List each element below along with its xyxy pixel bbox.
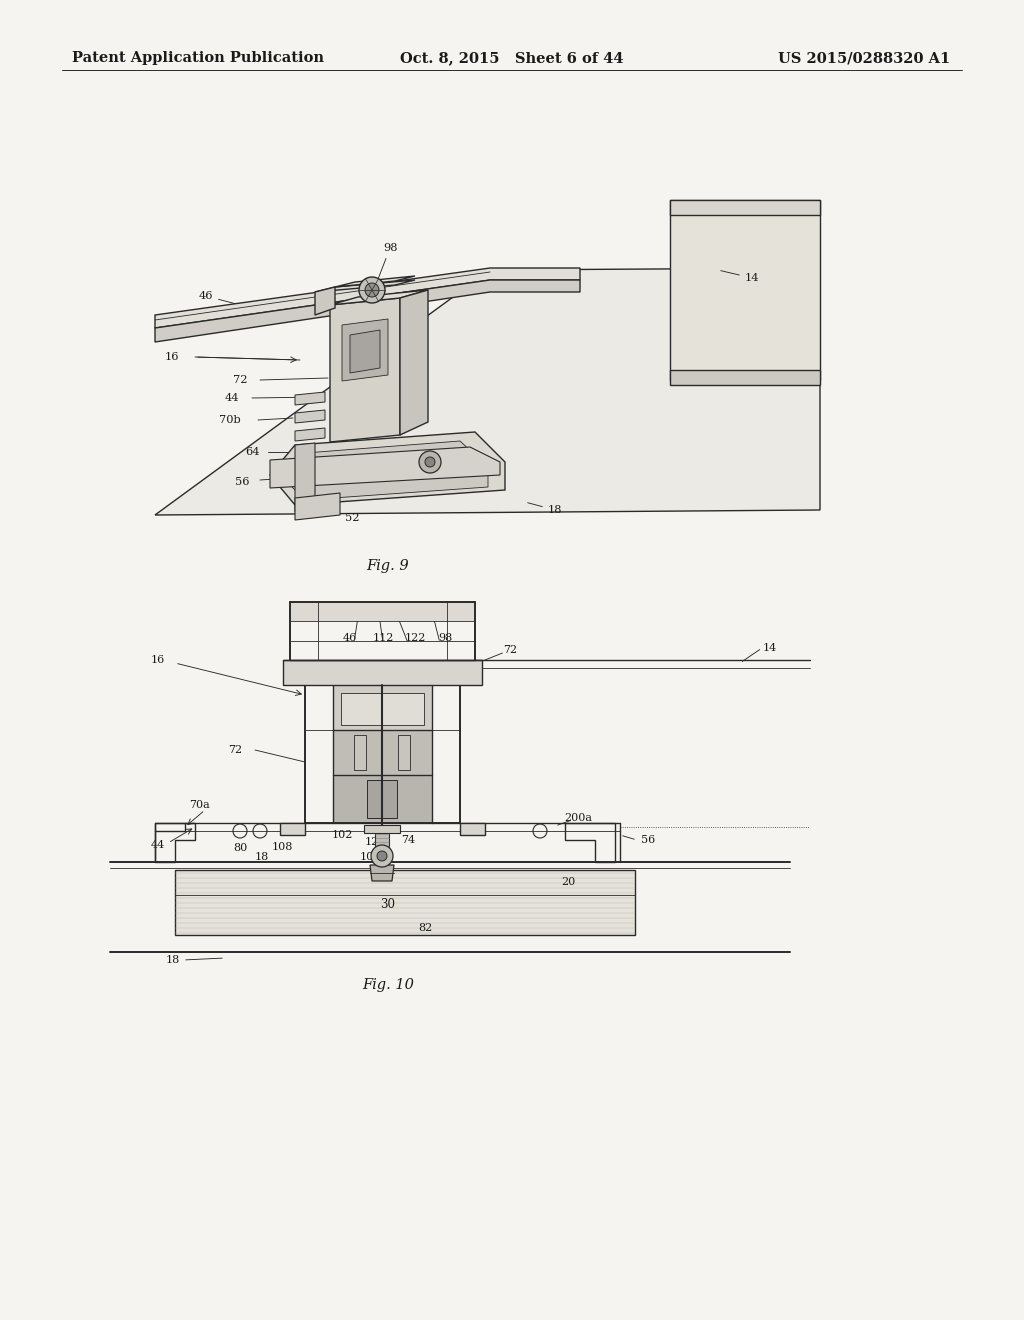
Polygon shape [315,286,335,315]
Circle shape [425,457,435,467]
Polygon shape [364,825,400,833]
Text: 30: 30 [425,463,439,473]
Text: 56: 56 [234,477,249,487]
Text: 108: 108 [271,842,293,851]
Polygon shape [398,735,410,770]
Text: 82: 82 [418,923,432,933]
Text: 68: 68 [298,506,312,515]
Text: 46: 46 [343,634,357,643]
Circle shape [371,845,393,867]
Text: 102: 102 [332,830,352,840]
Polygon shape [155,268,580,327]
Polygon shape [333,685,432,730]
Text: Fig. 10: Fig. 10 [362,978,414,993]
Text: 98: 98 [376,243,397,284]
Text: 64: 64 [246,447,260,457]
Circle shape [419,451,441,473]
Circle shape [377,851,387,861]
Polygon shape [290,602,475,622]
Circle shape [359,277,385,304]
Text: US 2015/0288320 A1: US 2015/0288320 A1 [778,51,950,65]
Text: 52: 52 [345,513,359,523]
Text: 30: 30 [381,898,395,911]
Polygon shape [155,280,580,342]
Polygon shape [342,319,388,381]
Text: 200a: 200a [564,813,592,822]
Polygon shape [330,290,428,305]
Text: 98: 98 [438,634,453,643]
Text: 120: 120 [365,837,386,847]
Polygon shape [670,201,820,215]
Polygon shape [330,298,400,442]
Text: 72: 72 [232,375,247,385]
Text: Oct. 8, 2015   Sheet 6 of 44: Oct. 8, 2015 Sheet 6 of 44 [400,51,624,65]
Polygon shape [175,870,635,935]
Text: 18: 18 [527,503,562,515]
Polygon shape [280,822,305,836]
Text: 70b: 70b [219,414,241,425]
Polygon shape [370,865,394,880]
Text: 74: 74 [401,836,415,845]
Text: 72: 72 [503,645,517,655]
Text: 18: 18 [166,954,180,965]
Polygon shape [270,447,500,488]
Polygon shape [295,444,315,512]
Text: 70a: 70a [189,800,210,810]
Polygon shape [354,735,366,770]
Polygon shape [400,290,428,436]
Text: 20: 20 [440,438,456,447]
Text: 18: 18 [255,851,269,862]
Polygon shape [155,268,820,515]
Text: 14: 14 [763,643,777,653]
Polygon shape [280,441,488,500]
Polygon shape [270,432,505,506]
Polygon shape [670,370,820,385]
Polygon shape [460,822,485,836]
Text: 56: 56 [641,836,655,845]
Polygon shape [333,775,432,822]
Polygon shape [315,280,415,292]
Text: 14: 14 [721,271,759,282]
Polygon shape [295,392,325,405]
Polygon shape [295,411,325,422]
Polygon shape [335,276,415,286]
Text: 72: 72 [228,744,242,755]
Polygon shape [670,201,820,380]
Polygon shape [350,330,380,374]
Text: 80: 80 [232,843,247,853]
Polygon shape [295,492,340,520]
Polygon shape [283,660,482,685]
Text: 44: 44 [224,393,240,403]
Text: 98: 98 [261,305,275,315]
Text: 122: 122 [404,634,426,643]
Polygon shape [341,693,424,725]
Polygon shape [295,428,325,441]
Polygon shape [367,780,397,818]
Text: 46: 46 [199,290,246,306]
Text: Fig. 9: Fig. 9 [367,558,410,573]
Text: 16: 16 [151,655,165,665]
Text: Patent Application Publication: Patent Application Publication [72,51,324,65]
Text: 104: 104 [359,851,381,862]
Polygon shape [375,832,389,865]
Text: 112: 112 [373,634,393,643]
Text: 20: 20 [561,876,575,887]
Circle shape [365,282,379,297]
Polygon shape [333,730,432,775]
Text: 16: 16 [165,352,179,362]
Text: 44: 44 [151,840,165,850]
